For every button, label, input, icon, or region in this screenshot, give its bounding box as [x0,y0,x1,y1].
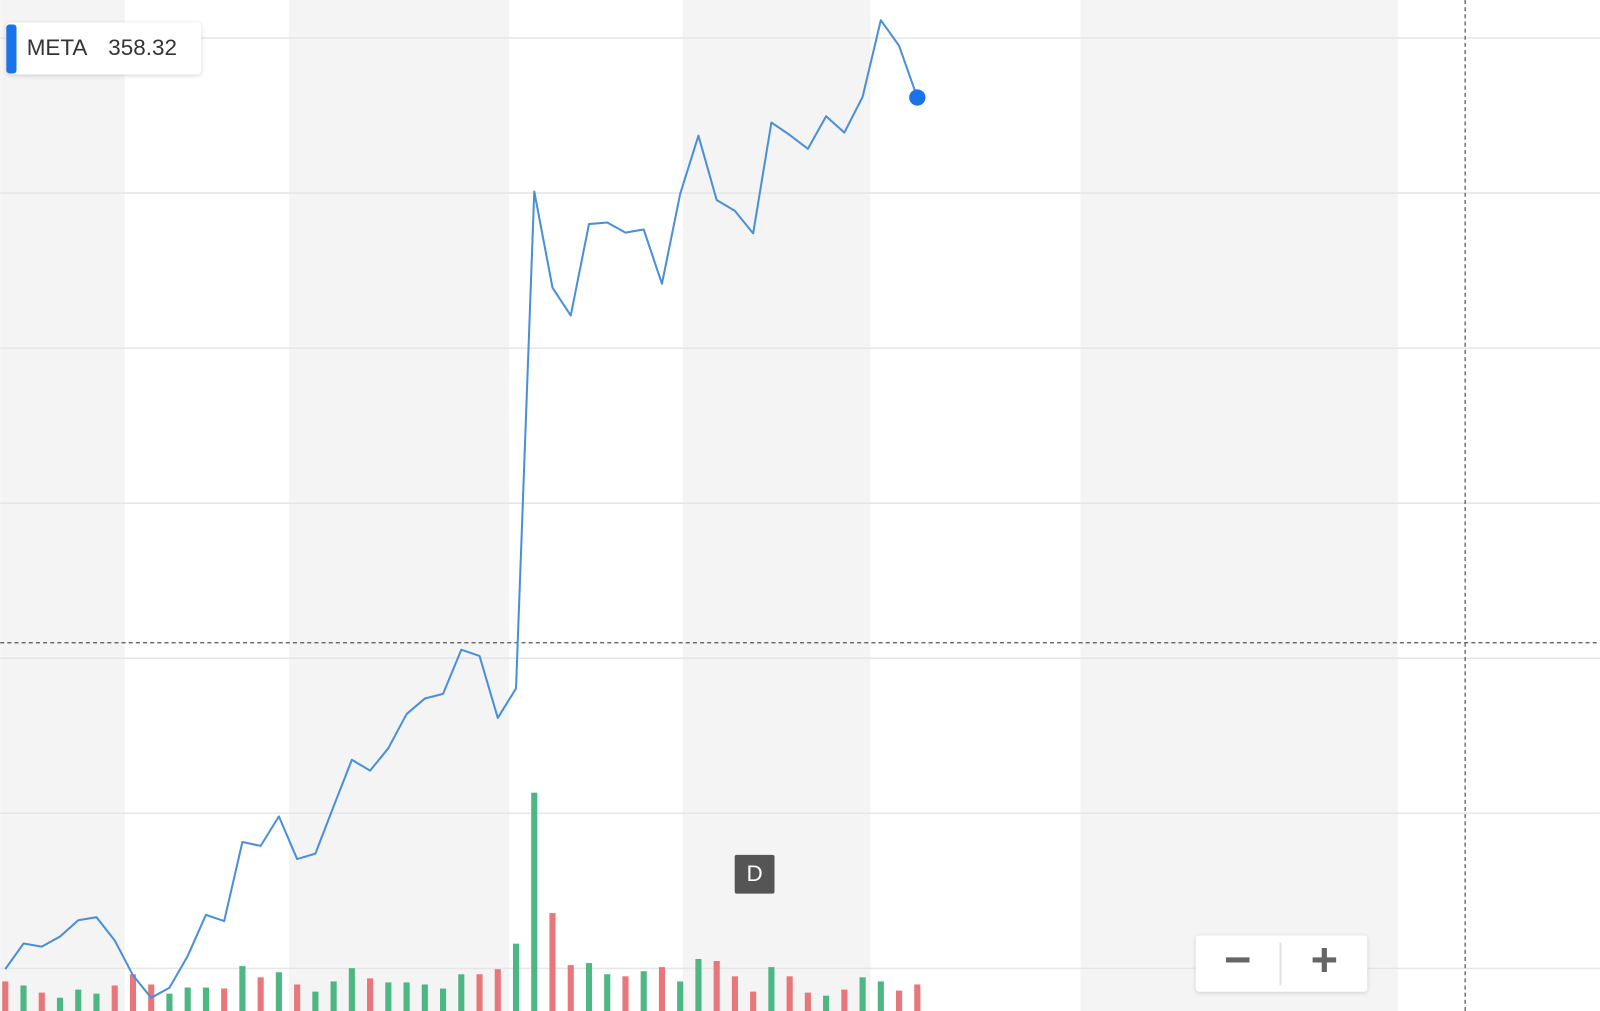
legend-box [6,22,202,75]
volume-bar [640,971,647,1011]
volume-bar [731,976,738,1011]
marker-badge: D [734,854,775,894]
volume-bar [476,974,483,1011]
grid [0,37,1600,970]
volume-bar [804,992,811,1011]
volume-bar [75,989,82,1011]
badge-box [734,854,775,894]
volume-bar [914,984,921,1011]
volume-bar [129,974,137,1011]
volume-bar [896,990,903,1011]
volume-bar [184,987,191,1011]
last-price-dot [909,89,926,106]
volume-bar [786,976,793,1011]
volume-bar [439,988,447,1011]
volume-bar [695,958,702,1011]
legend-price: 358.32 [108,35,177,60]
volume-bar [257,977,264,1011]
volume-bar [512,943,520,1011]
volume-bar [221,988,228,1011]
volume-bar [494,969,501,1011]
legend: META 358.32 [6,22,202,75]
volume-bar [367,978,374,1011]
volume-bar [622,976,629,1011]
volume-bar [604,974,611,1011]
background-bands [0,0,1398,1011]
volume-bar [20,985,27,1011]
volume-bar [348,968,355,1011]
volume-bar [2,981,9,1011]
badge-label: D [746,861,762,886]
price-line [4,19,919,999]
volume-bar [877,981,884,1011]
legend-symbol: META [27,35,88,60]
volume-bar [239,966,246,1011]
price-line [4,19,926,999]
volume-bar [585,963,593,1011]
volume-bar [294,984,301,1011]
volume-bar [859,977,866,1011]
volume-bar [421,984,428,1011]
legend-swatch [6,24,17,74]
volume-bars [2,792,921,1011]
volume-bar [93,993,100,1011]
volume-bar [658,967,666,1011]
volume-bar [111,985,118,1011]
volume-bar [531,792,538,1011]
volume-bar [823,995,830,1011]
volume-bar [549,913,556,1011]
volume-bar [312,991,319,1011]
volume-bar [330,981,337,1011]
zoom-in-button[interactable]: + [1311,933,1338,985]
volume-bar [38,992,45,1011]
volume-bar [385,982,392,1011]
volume-bar [713,961,720,1011]
zoom-out-button[interactable]: − [1224,933,1251,985]
volume-bar [275,972,282,1011]
volume-bar [403,982,410,1011]
zoom-controls: − + [1195,933,1368,992]
volume-bar [841,989,848,1011]
volume-bar [768,967,775,1011]
volume-bar [567,965,574,1011]
volume-bar [166,993,173,1011]
volume-bar [677,981,684,1011]
volume-bar [56,997,64,1011]
volume-bar [750,991,757,1011]
volume-bar [202,987,209,1011]
volume-bar [458,974,465,1011]
